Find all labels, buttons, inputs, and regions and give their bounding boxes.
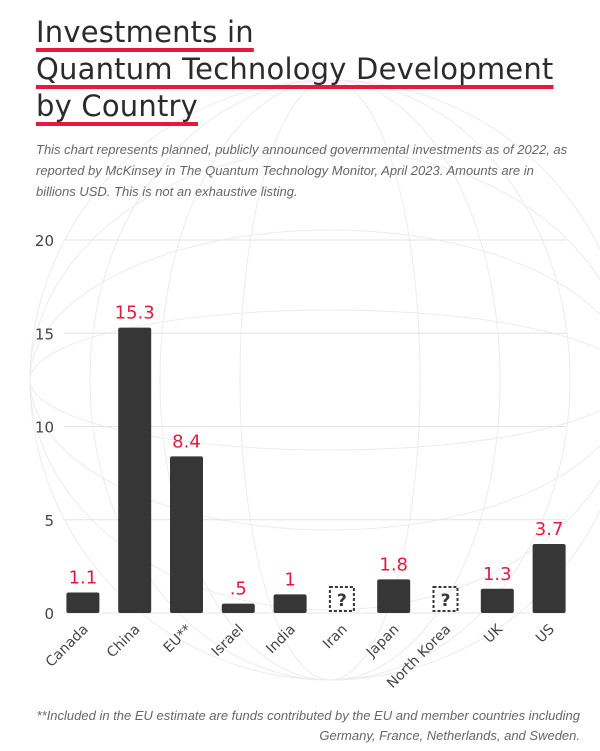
y-tick-label: 0 [44, 605, 54, 623]
value-label: 3.7 [535, 519, 564, 540]
value-label: .5 [230, 579, 247, 600]
y-tick-label: 10 [35, 419, 54, 437]
title-text: Quantum Technology Development [36, 52, 554, 86]
bar [532, 543, 566, 613]
value-label: 8.4 [172, 431, 201, 452]
x-tick-label: Canada [43, 622, 92, 671]
value-label: 1.1 [69, 567, 98, 588]
value-label: ? [337, 591, 347, 611]
y-tick-label: 15 [35, 325, 54, 343]
value-label: 1.8 [379, 554, 408, 575]
bar [118, 327, 152, 613]
chart-subtitle: This chart represents planned, publicly … [36, 142, 568, 199]
title-line: Quantum Technology Development [36, 51, 596, 88]
value-label: ? [441, 591, 451, 611]
x-tick-label: US [533, 621, 558, 646]
title-line: by Country [36, 88, 596, 125]
value-label: 15.3 [115, 303, 155, 324]
bar [221, 603, 255, 613]
bar [480, 588, 514, 613]
title-text: by Country [36, 89, 198, 123]
y-tick-label: 5 [44, 512, 54, 530]
bar [170, 456, 203, 613]
chart-title: Investments in Quantum Technology Develop… [36, 14, 596, 125]
bar [273, 594, 307, 613]
title-text: Investments in [36, 15, 254, 49]
footnote: **Included in the EU estimate are funds … [36, 708, 580, 743]
x-tick-label: EU** [161, 622, 196, 657]
unknown-box [432, 586, 459, 612]
x-tick-label: Iran [320, 622, 351, 653]
bar [66, 592, 100, 613]
unknown-box [328, 586, 355, 612]
value-label: 1.3 [483, 564, 512, 585]
title-line: Investments in [36, 14, 596, 51]
bar [377, 579, 411, 613]
x-tick-label: Japan [363, 622, 403, 662]
x-tick-label: India [263, 622, 299, 658]
x-tick-label: Israel [209, 622, 247, 660]
x-tick-label: UK [481, 621, 507, 647]
value-label: 1 [284, 569, 295, 590]
x-tick-label: China [104, 622, 144, 662]
y-tick-label: 20 [35, 232, 54, 250]
